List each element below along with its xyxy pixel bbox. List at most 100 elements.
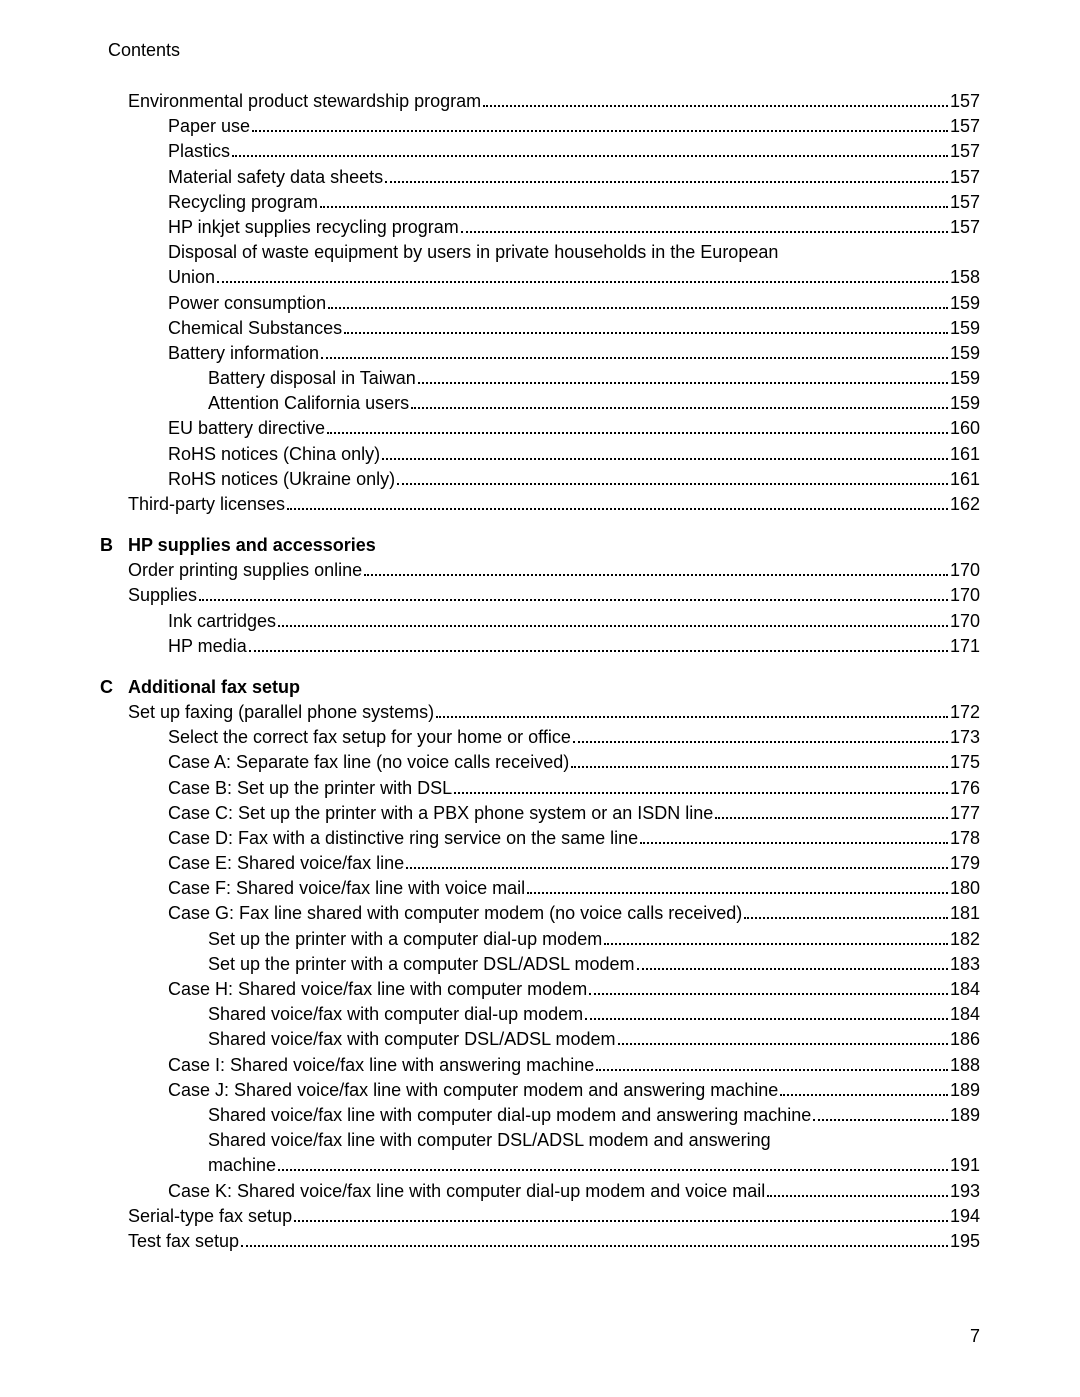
toc-section: BHP supplies and accessoriesOrder printi… (100, 535, 980, 659)
toc-dots (241, 1245, 948, 1247)
toc-entry: Shared voice/fax with computer DSL/ADSL … (100, 1027, 980, 1052)
toc-dots (744, 917, 948, 919)
toc-entry-text: Case G: Fax line shared with computer mo… (168, 901, 742, 926)
toc-dots (397, 483, 948, 485)
toc-entry-page: 195 (950, 1229, 980, 1254)
toc-entry-page: 182 (950, 927, 980, 952)
toc-entry-text: Recycling program (168, 190, 318, 215)
toc-entry-page: 162 (950, 492, 980, 517)
toc-entry: Ink cartridges170 (100, 609, 980, 634)
toc-entry: Set up the printer with a computer DSL/A… (100, 952, 980, 977)
toc-entry-text: Chemical Substances (168, 316, 342, 341)
toc-entry-text: Case A: Separate fax line (no voice call… (168, 750, 569, 775)
section-title: HP supplies and accessories (128, 535, 376, 556)
toc-entry-text: HP media (168, 634, 247, 659)
toc-entry: Paper use157 (100, 114, 980, 139)
toc-entry-text: EU battery directive (168, 416, 325, 441)
toc-entry-page: 160 (950, 416, 980, 441)
toc-dots (199, 599, 948, 601)
toc-entry: Material safety data sheets157 (100, 165, 980, 190)
toc-dots (418, 382, 948, 384)
toc-dots (483, 105, 948, 107)
toc-entry-page: 194 (950, 1204, 980, 1229)
toc-entry-page: 157 (950, 165, 980, 190)
toc-entry-text: Select the correct fax setup for your ho… (168, 725, 571, 750)
toc-entry-text: Shared voice/fax line with computer dial… (208, 1103, 811, 1128)
toc-dots (571, 766, 948, 768)
toc-entry-text: Set up faxing (parallel phone systems) (128, 700, 434, 725)
toc-entry-page: 159 (950, 366, 980, 391)
toc-entry: Case I: Shared voice/fax line with answe… (100, 1053, 980, 1078)
toc-dots (527, 892, 948, 894)
section-header-row: BHP supplies and accessories (100, 535, 980, 556)
toc-entry: Serial-type fax setup194 (100, 1204, 980, 1229)
toc-entry-page: 183 (950, 952, 980, 977)
toc-entry: Case H: Shared voice/fax line with compu… (100, 977, 980, 1002)
toc-entry-text: Shared voice/fax with computer dial-up m… (208, 1002, 583, 1027)
toc-dots (278, 625, 948, 627)
toc-entry-page: 186 (950, 1027, 980, 1052)
toc-entry: Environmental product stewardship progra… (100, 89, 980, 114)
toc-dots (436, 716, 948, 718)
toc-dots (321, 357, 948, 359)
toc-entry-page: 170 (950, 558, 980, 583)
toc-entry: Power consumption159 (100, 291, 980, 316)
toc-entry-text: HP inkjet supplies recycling program (168, 215, 459, 240)
toc-entry-text: machine (208, 1153, 276, 1178)
toc-entry-text: Order printing supplies online (128, 558, 362, 583)
toc-dots (618, 1043, 948, 1045)
toc-entry-page: 180 (950, 876, 980, 901)
toc-entry-page: 157 (950, 139, 980, 164)
toc-entry-page: 159 (950, 341, 980, 366)
page-header: Contents (108, 40, 980, 61)
toc-entry-text: Case H: Shared voice/fax line with compu… (168, 977, 587, 1002)
toc-entry: EU battery directive 160 (100, 416, 980, 441)
toc-entry-page: 170 (950, 583, 980, 608)
toc-entry-text: Battery information (168, 341, 319, 366)
toc-dots (596, 1069, 948, 1071)
toc-dots (327, 432, 948, 434)
section-title: Additional fax setup (128, 677, 300, 698)
toc-entry-text: RoHS notices (Ukraine only) (168, 467, 395, 492)
toc-entry-text: Power consumption (168, 291, 326, 316)
toc-entry-line: machine 191 (208, 1153, 980, 1178)
toc-entry: Set up faxing (parallel phone systems)17… (100, 700, 980, 725)
toc-entry-text: Shared voice/fax line with computer DSL/… (208, 1128, 980, 1153)
toc-dots (320, 206, 948, 208)
toc-entry: RoHS notices (China only)161 (100, 442, 980, 467)
toc-entry-page: 191 (950, 1153, 980, 1178)
toc-dots (780, 1094, 948, 1096)
section-letter: C (100, 677, 128, 698)
toc-dots (589, 993, 948, 995)
toc-entry-text: Union (168, 265, 215, 290)
toc-entry-page: 181 (950, 901, 980, 926)
toc-section: Environmental product stewardship progra… (100, 89, 980, 517)
toc-dots (382, 458, 948, 460)
toc-entry: Battery information 159 (100, 341, 980, 366)
toc-entry-page: 184 (950, 1002, 980, 1027)
toc-dots (287, 508, 948, 510)
toc-entry: Plastics157 (100, 139, 980, 164)
toc-entry: Recycling program157 (100, 190, 980, 215)
toc-entry: Supplies170 (100, 583, 980, 608)
toc-entry: Case B: Set up the printer with DSL176 (100, 776, 980, 801)
toc-entry: Case K: Shared voice/fax line with compu… (100, 1179, 980, 1204)
toc-entry-text: Set up the printer with a computer DSL/A… (208, 952, 635, 977)
toc-entry-page: 157 (950, 215, 980, 240)
page-number: 7 (970, 1326, 980, 1347)
toc-entry-text: Case I: Shared voice/fax line with answe… (168, 1053, 594, 1078)
toc-entry-page: 170 (950, 609, 980, 634)
toc-entry-text: Shared voice/fax with computer DSL/ADSL … (208, 1027, 616, 1052)
toc-entry: Case J: Shared voice/fax line with compu… (100, 1078, 980, 1103)
toc-entry-text: Third-party licenses (128, 492, 285, 517)
toc-root: Environmental product stewardship progra… (100, 89, 980, 1254)
toc-dots (461, 231, 948, 233)
toc-entry: Third-party licenses 162 (100, 492, 980, 517)
toc-dots (252, 130, 948, 132)
page-container: Contents Environmental product stewardsh… (0, 0, 1080, 1312)
toc-entry-page: 173 (950, 725, 980, 750)
toc-entry: Case D: Fax with a distinctive ring serv… (100, 826, 980, 851)
toc-entry: Select the correct fax setup for your ho… (100, 725, 980, 750)
toc-entry: Test fax setup195 (100, 1229, 980, 1254)
toc-entry-page: 161 (950, 442, 980, 467)
